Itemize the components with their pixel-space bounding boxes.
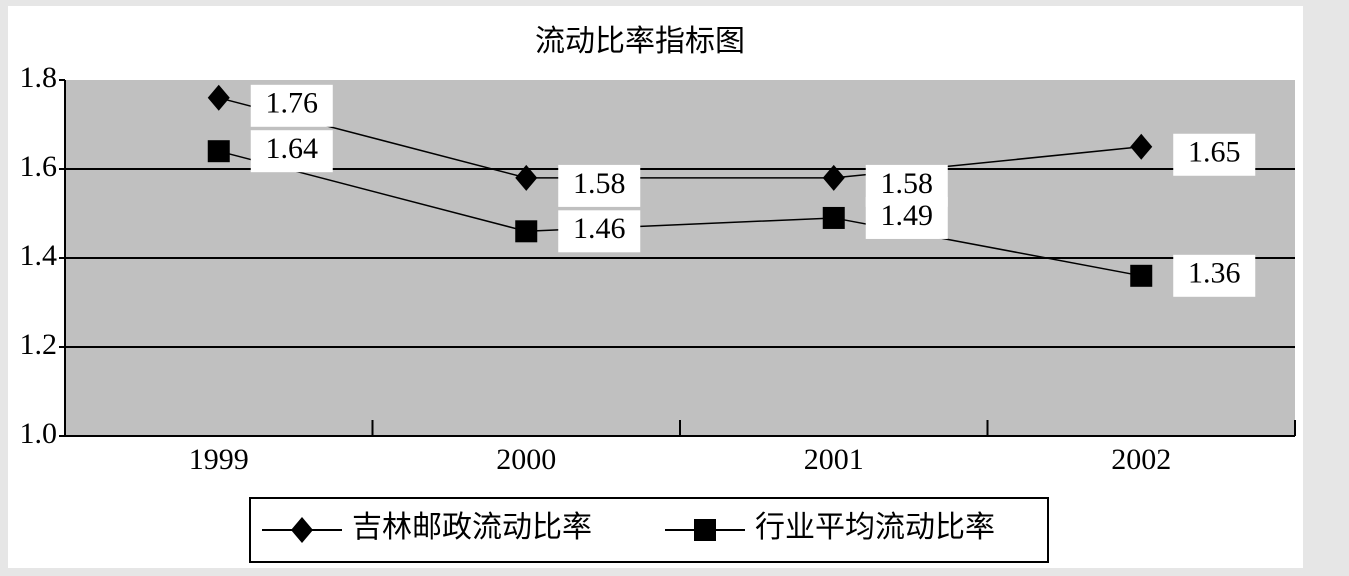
marker-diamond <box>822 164 845 191</box>
x-tick-label: 2002 <box>1111 443 1171 476</box>
y-tick-label: 1.2 <box>20 328 58 361</box>
data-label: 1.65 <box>1188 136 1241 169</box>
data-label: 1.46 <box>573 212 626 245</box>
data-label: 1.36 <box>1188 257 1241 290</box>
data-label: 1.49 <box>881 199 934 232</box>
y-tick-label: 1.0 <box>20 417 58 450</box>
y-tick-label: 1.8 <box>20 61 58 94</box>
data-label-box <box>1173 254 1256 297</box>
marker-square <box>1130 264 1153 287</box>
y-tick-label: 1.4 <box>20 239 58 272</box>
marker-diamond <box>207 84 230 111</box>
x-tick-label: 2001 <box>804 443 864 476</box>
legend-box <box>249 497 1049 563</box>
data-label-box <box>1173 133 1256 176</box>
marker-diamond <box>515 164 538 191</box>
data-label-box <box>558 210 641 253</box>
data-label: 1.58 <box>881 167 934 200</box>
data-label: 1.76 <box>266 87 319 120</box>
marker-square <box>694 519 716 541</box>
data-label: 1.58 <box>573 167 626 200</box>
data-label-box <box>250 84 333 127</box>
data-label-box <box>558 164 641 207</box>
marker-square <box>515 220 538 243</box>
series-line <box>218 150 1142 277</box>
marker-diamond <box>291 517 313 543</box>
data-label-box <box>250 130 333 173</box>
marker-square <box>822 206 845 229</box>
series-line <box>218 97 1142 179</box>
data-label: 1.64 <box>266 132 319 165</box>
marker-square <box>207 140 230 163</box>
legend-label: 吉林邮政流动比率 <box>352 511 592 544</box>
data-label-box <box>865 196 948 239</box>
chart-title: 流动比率指标图 <box>535 25 745 58</box>
x-tick-label: 2000 <box>496 443 556 476</box>
x-tick-label: 1999 <box>189 443 249 476</box>
y-tick-label: 1.6 <box>20 150 58 183</box>
legend-label: 行业平均流动比率 <box>755 511 995 544</box>
marker-diamond <box>1130 133 1153 160</box>
